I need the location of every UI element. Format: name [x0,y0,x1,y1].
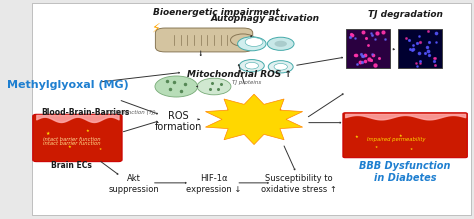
Circle shape [155,76,198,97]
Text: in Diabetes: in Diabetes [374,173,437,184]
Text: ★: ★ [85,129,89,133]
Text: ⚡: ⚡ [152,22,161,35]
Text: ★: ★ [45,131,50,136]
Text: Akt
suppression: Akt suppression [109,174,159,194]
Text: Susceptibility to
oxidative stress ↑: Susceptibility to oxidative stress ↑ [261,174,337,194]
FancyBboxPatch shape [33,114,122,162]
Circle shape [197,78,231,95]
Text: ★: ★ [99,147,102,151]
Text: Autophagy activation: Autophagy activation [210,14,319,23]
Text: ★: ★ [68,145,72,149]
Text: Impaired permeability: Impaired permeability [367,137,426,141]
Text: ★: ★ [399,134,402,138]
Circle shape [245,62,258,69]
FancyBboxPatch shape [346,29,391,68]
FancyBboxPatch shape [155,28,253,52]
Circle shape [267,37,294,50]
Circle shape [245,38,263,46]
Text: Brain ECs: Brain ECs [51,161,92,170]
Text: Blood-Brain-Barriers: Blood-Brain-Barriers [41,108,129,117]
Text: ★: ★ [374,145,378,149]
FancyBboxPatch shape [32,3,471,215]
Circle shape [237,37,266,51]
Text: Tight junction (TJ): Tight junction (TJ) [108,110,156,115]
Text: TJ proteins: TJ proteins [232,80,261,85]
Circle shape [239,60,264,72]
Text: Mitochondrial ROS ↑: Mitochondrial ROS ↑ [187,70,292,79]
Text: Bioenergetic impairment: Bioenergetic impairment [153,7,280,17]
Circle shape [274,64,287,70]
Text: BBB Dysfunction: BBB Dysfunction [359,161,451,171]
Circle shape [274,41,287,47]
Text: Oxidative: Oxidative [226,106,282,116]
Circle shape [230,34,255,46]
Text: intact barrier function: intact barrier function [43,141,100,146]
FancyBboxPatch shape [343,113,467,158]
Text: intact barrier function: intact barrier function [43,137,100,141]
Polygon shape [205,94,302,145]
Text: Methylglyoxal (MG): Methylglyoxal (MG) [7,80,128,90]
Text: TJ degradation: TJ degradation [368,10,443,19]
FancyBboxPatch shape [398,29,442,68]
Circle shape [268,61,293,73]
Text: HIF-1α
expression ↓: HIF-1α expression ↓ [186,174,242,194]
Text: Stress: Stress [236,122,273,132]
Text: ★: ★ [410,147,413,151]
Text: ★: ★ [355,135,358,139]
Text: ROS
formation: ROS formation [155,111,202,132]
